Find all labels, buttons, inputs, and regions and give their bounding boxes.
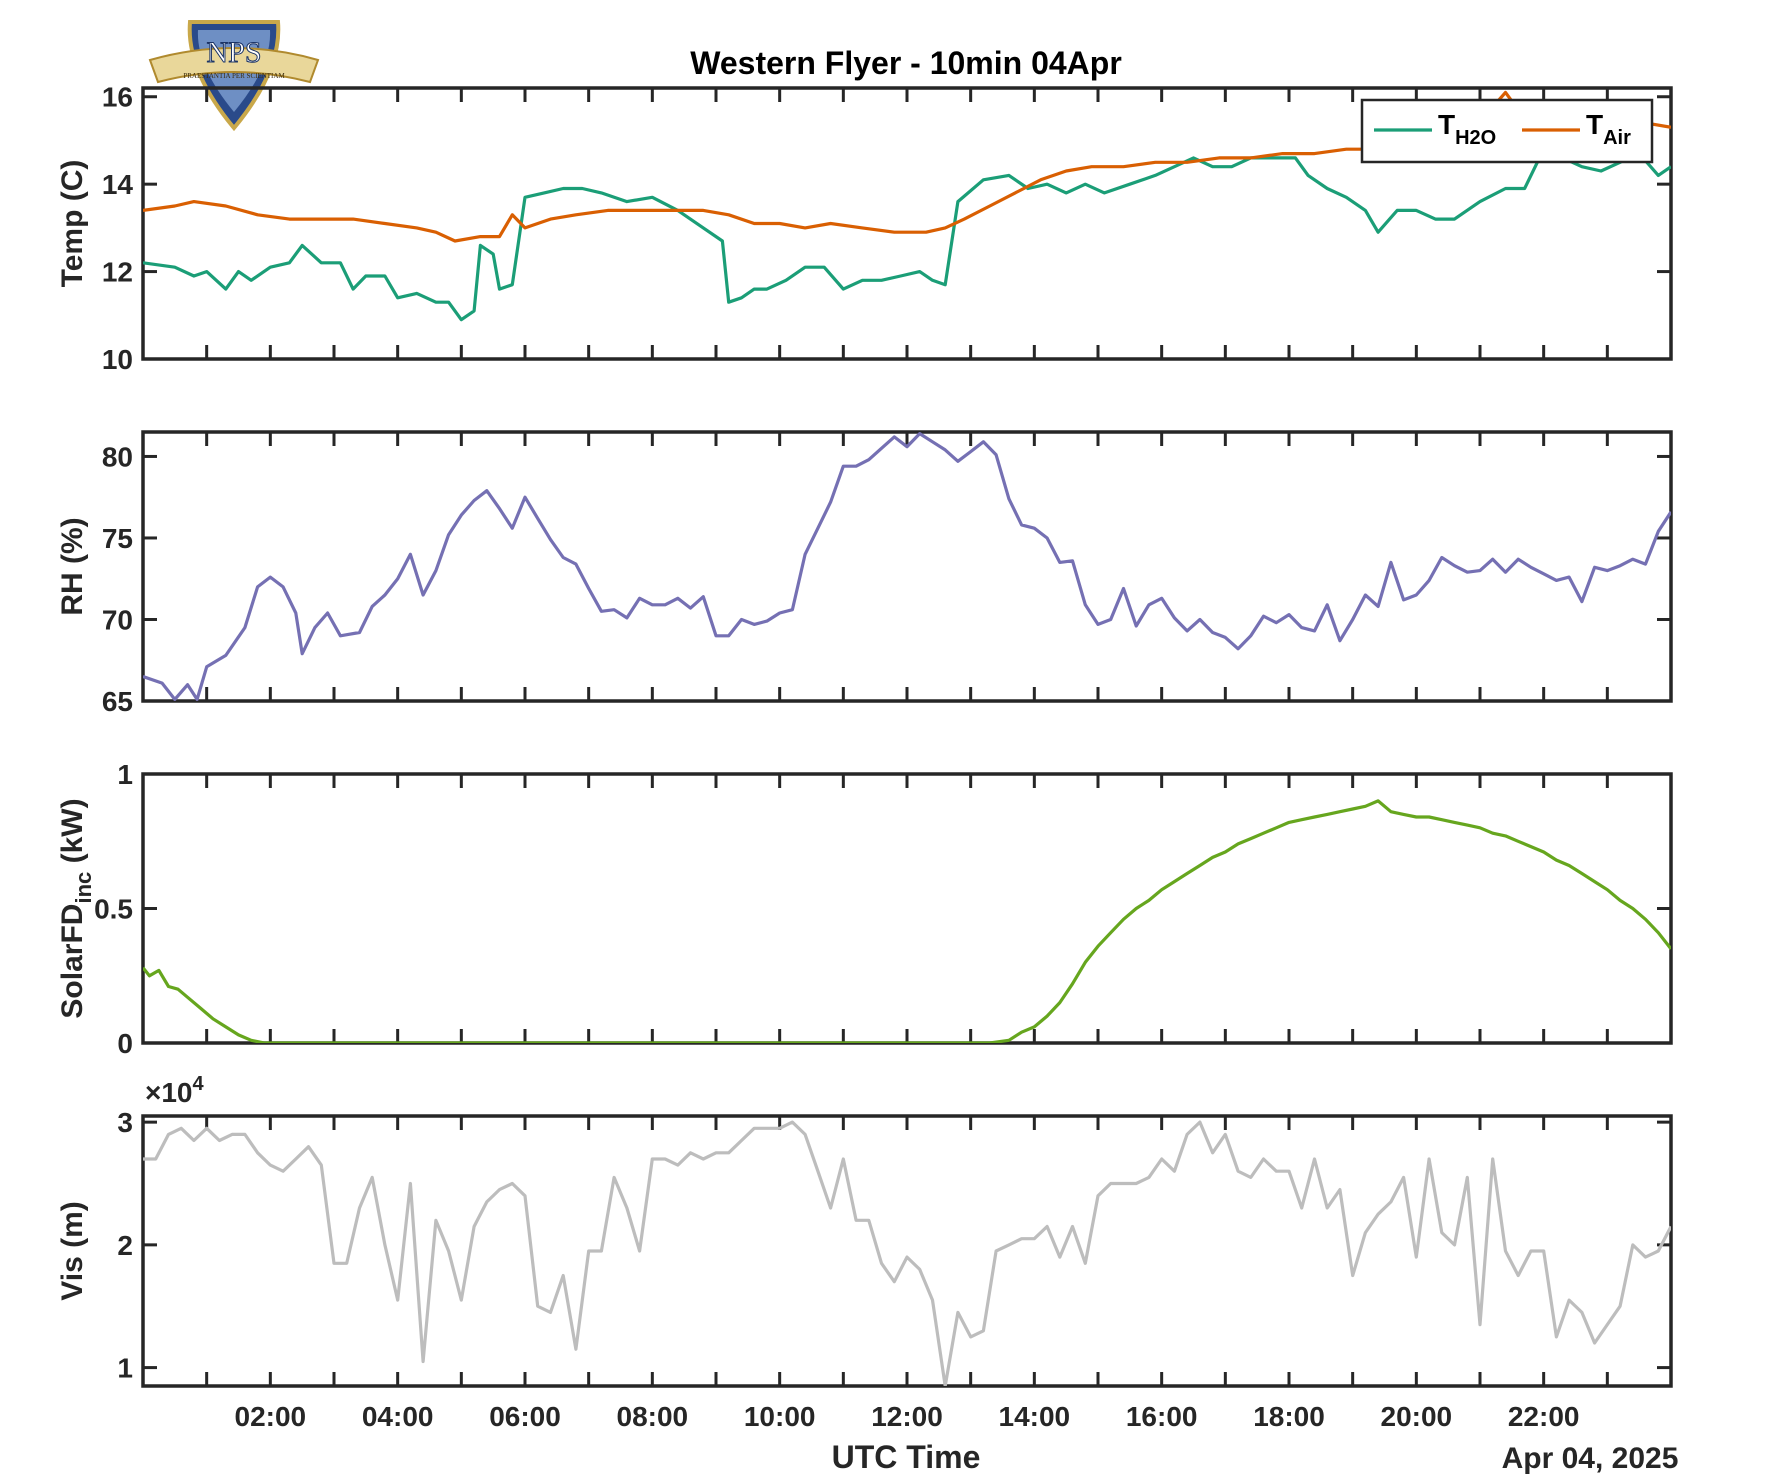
x-tick-label: 10:00 [744,1401,816,1432]
nps-logo: NPS PRAESTANTIA PER SCIENTIAM [148,20,320,132]
legend-entry-0: TH2O [1438,109,1496,149]
vis-ytick-label: 2 [117,1230,133,1261]
ylabel-base: SolarFD [56,904,89,1019]
temp-y-axis-label: Temp (C) [56,160,89,288]
vis-series-line-0 [143,1120,1671,1386]
x-tick-label: 06:00 [489,1401,561,1432]
x-tick-label: 20:00 [1381,1401,1453,1432]
panel-vis: 1 2 3 Vis (m) ×104 [56,1073,1673,1388]
x-tick-label: 22:00 [1508,1401,1580,1432]
rh-series-line-0 [143,432,1671,701]
temp-ytick-label: 12 [102,257,133,288]
vis-axes-box [141,1114,1673,1388]
rh-ytick-label: 70 [102,604,133,635]
panel-solar: 0 0.5 1 SolarFDinc (kW) [56,759,1673,1059]
ylabel-unit: (kW) [56,798,89,871]
legend-base: T [1586,109,1603,140]
rh-y-axis-label: RH (%) [56,517,89,615]
vis-exponent-label: ×104 [145,1073,205,1108]
temp-ytick-label: 10 [102,344,133,375]
vis-ytick-label: 1 [117,1353,133,1384]
vis-y-axis-label: Vis (m) [56,1201,89,1300]
legend-sub: Air [1603,127,1631,149]
temp-series-line-0 [143,147,1671,322]
rh-ytick-label: 65 [102,686,133,717]
solar-ytick-label: 0 [117,1028,133,1059]
legend-base: T [1438,109,1455,140]
x-axis-label: UTC Time [832,1439,981,1475]
panel-rh: 65 70 75 80 RH (%) [56,430,1673,717]
svg-text:PRAESTANTIA PER SCIENTIAM: PRAESTANTIA PER SCIENTIAM [183,72,285,80]
x-tick-label: 18:00 [1253,1401,1325,1432]
x-tick-label: 02:00 [235,1401,307,1432]
temp-ytick-label: 14 [102,169,134,200]
rh-ytick-label: 75 [102,523,133,554]
ylabel-sub: inc [71,872,96,904]
exponent-power: 4 [193,1073,205,1095]
solar-y-axis-label: SolarFDinc (kW) [56,798,96,1018]
x-tick-label: 12:00 [871,1401,943,1432]
solar-axes-box [141,772,1673,1045]
x-tick-label: 08:00 [617,1401,689,1432]
solar-series-line-0 [143,799,1671,1043]
chart-title: Western Flyer - 10min 04Apr [690,45,1122,81]
legend-entry-1: TAir [1586,109,1631,149]
solar-ytick-label: 1 [117,759,133,790]
legend: TH2O TAir [1360,98,1654,164]
x-tick-label: 16:00 [1126,1401,1198,1432]
legend-sub: H2O [1455,127,1496,149]
x-tick-label: 14:00 [999,1401,1071,1432]
svg-text:NPS: NPS [206,36,261,69]
solar-ytick-label: 0.5 [94,894,133,925]
rh-ytick-label: 80 [102,441,133,472]
rh-axes-box [141,430,1673,703]
x-tick-label: 04:00 [362,1401,434,1432]
temp-ytick-label: 16 [102,82,133,113]
vis-ytick-label: 3 [117,1107,133,1138]
date-label: Apr 04, 2025 [1502,1442,1679,1475]
exponent-base: ×10 [145,1077,193,1108]
